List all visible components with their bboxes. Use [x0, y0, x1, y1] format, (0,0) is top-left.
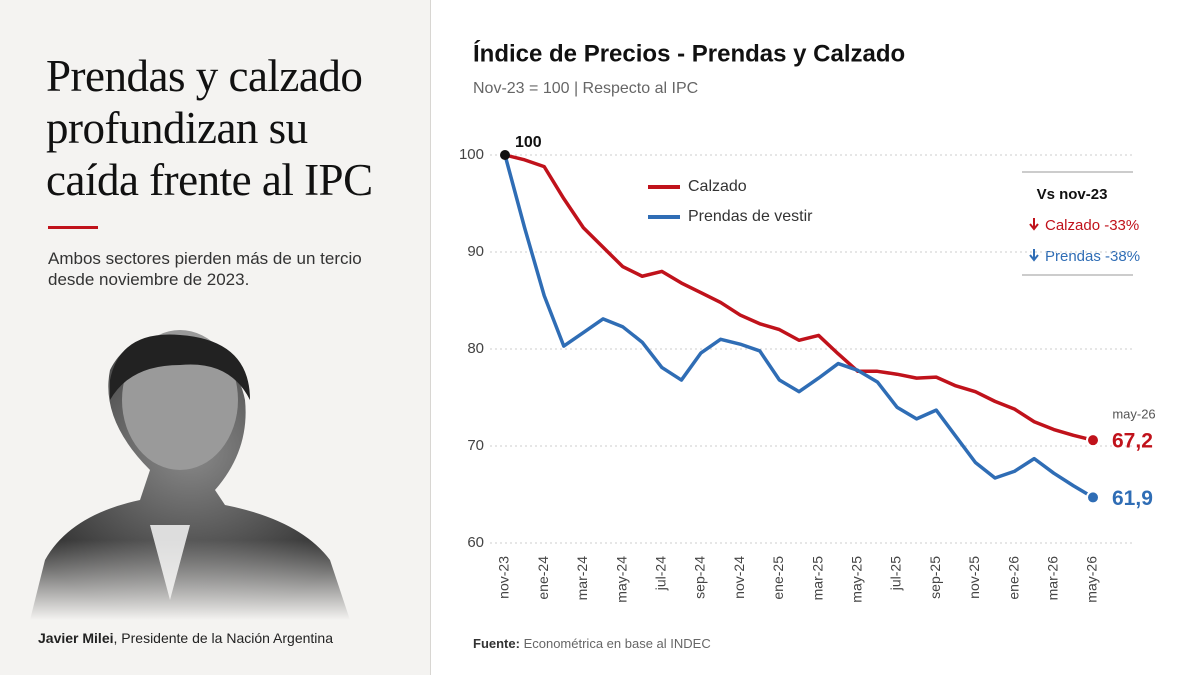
x-tick-label: jul-25	[888, 556, 904, 591]
x-tick-label: sep-24	[692, 556, 708, 599]
box-item: Calzado -33%	[1045, 217, 1139, 234]
left-panel: Prendas y calzado profundizan su caída f…	[0, 0, 431, 675]
chart-title: Índice de Precios - Prendas y Calzado	[473, 39, 905, 67]
y-tick-label: 70	[467, 437, 484, 454]
caption-name: Javier Milei	[38, 630, 114, 646]
x-tick-label: ene-24	[535, 556, 551, 600]
down-arrow	[1029, 249, 1039, 262]
series-line	[504, 153, 1094, 442]
y-tick-label: 80	[467, 340, 484, 357]
source: Fuente: Econométrica en base al INDEC	[473, 636, 711, 651]
end-label: 67,2	[1112, 430, 1153, 453]
x-tick-label: nov-24	[731, 556, 747, 599]
subheadline: Ambos sectores pierden más de un tercio …	[48, 249, 362, 289]
portrait-placeholder	[0, 330, 430, 620]
x-tick-label: sep-25	[927, 556, 943, 599]
x-tick-label: mar-26	[1045, 556, 1061, 601]
x-tick-label: may-25	[849, 556, 865, 603]
legend-label: Prendas de vestir	[688, 208, 813, 225]
end-dot	[1086, 490, 1100, 505]
box-item: Prendas -38%	[1045, 248, 1140, 265]
series-line	[503, 154, 1094, 499]
end-dot	[1086, 433, 1100, 448]
legend-label: Calzado	[688, 178, 747, 195]
x-tick-label: mar-24	[574, 556, 590, 601]
source-label: Fuente:	[473, 636, 520, 651]
headline-line: profundizan su	[46, 103, 308, 153]
down-arrow	[1029, 218, 1039, 231]
x-tick-label: mar-25	[809, 556, 825, 601]
y-tick-label: 90	[467, 243, 484, 260]
x-tick-label: may-24	[613, 556, 629, 603]
x-tick-label: ene-26	[1005, 556, 1021, 600]
x-tick-label: nov-23	[496, 556, 512, 599]
start-label: 100	[515, 134, 542, 151]
box-title: Vs nov-23	[1037, 186, 1108, 203]
end-label: 61,9	[1112, 487, 1153, 510]
chart-subtitle: Nov-23 = 100 | Respecto al IPC	[473, 80, 698, 97]
x-tick-label: ene-25	[770, 556, 786, 600]
y-tick-label: 100	[459, 146, 484, 163]
start-dot	[500, 150, 510, 160]
source-text: Econométrica en base al INDEC	[520, 636, 711, 651]
accent-rule	[48, 226, 98, 229]
headline-line: caída frente al IPC	[46, 155, 373, 205]
caption: Javier Milei, Presidente de la Nación Ar…	[38, 630, 333, 646]
x-tick-label: jul-24	[653, 556, 669, 591]
headline: Prendas y calzado profundizan su caída f…	[46, 50, 373, 206]
y-tick-label: 60	[467, 534, 484, 551]
x-tick-label: nov-25	[966, 556, 982, 599]
headline-line: Prendas y calzado	[46, 51, 363, 101]
x-tick-label: may-26	[1084, 556, 1100, 603]
caption-role: , Presidente de la Nación Argentina	[113, 630, 333, 646]
end-date: may-26	[1112, 406, 1155, 421]
